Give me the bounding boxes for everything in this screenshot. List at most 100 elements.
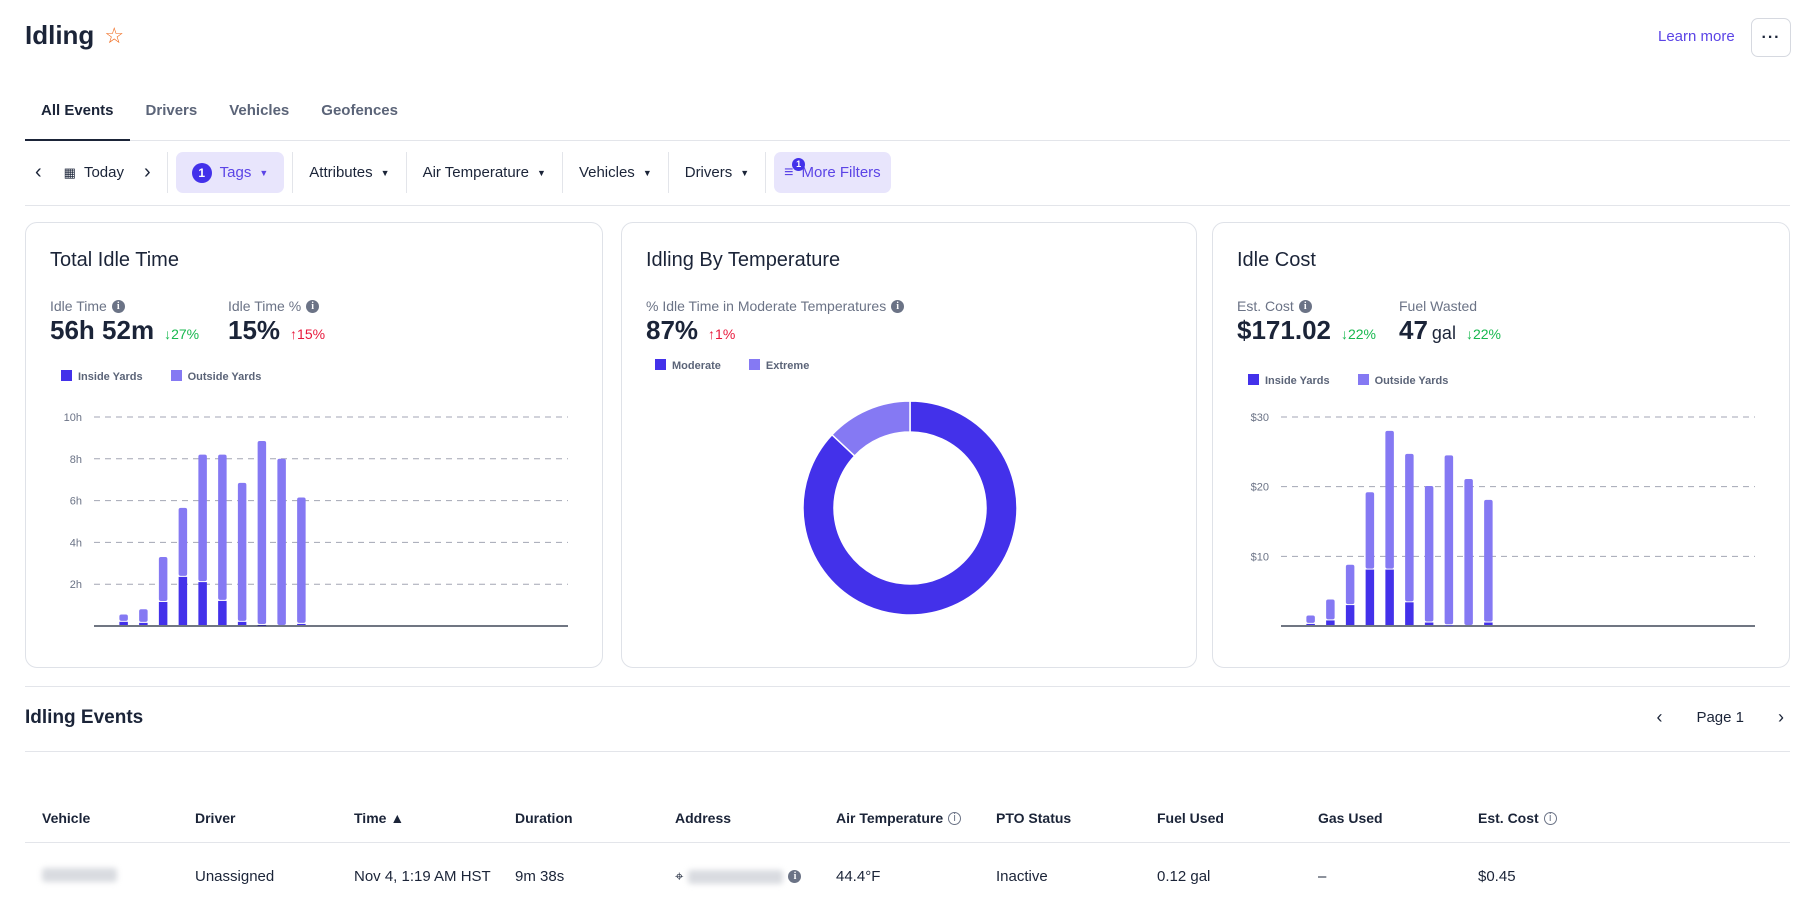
y-tick-label: $30 <box>1251 412 1269 424</box>
card-title: Idling By Temperature <box>646 249 841 271</box>
date-label: Today <box>83 164 124 181</box>
caret-down-icon: ▼ <box>259 167 269 178</box>
prev-page-button[interactable]: ‹ <box>1656 707 1663 727</box>
drivers-filter[interactable]: Drivers ▼ <box>669 152 765 193</box>
divider <box>292 152 294 193</box>
info-icon[interactable]: i <box>306 299 320 313</box>
bar-outside-yards <box>1365 492 1375 569</box>
bar-outside-yards <box>257 441 267 624</box>
date-picker[interactable]: ▦ Today <box>54 152 134 193</box>
tags-count-badge: 1 <box>191 162 212 183</box>
bar-outside-yards <box>277 458 286 625</box>
tab-all-events[interactable]: All Events <box>25 96 130 141</box>
col-pto-status[interactable]: PTO Status <box>996 810 1072 826</box>
pagination: ‹ Page 1 › <box>1650 707 1790 728</box>
more-filters-button[interactable]: ≡ 1 More Filters <box>774 152 891 193</box>
drivers-label: Drivers <box>684 164 733 181</box>
info-icon[interactable]: i <box>948 811 962 825</box>
card-title: Total Idle Time <box>50 249 179 271</box>
bar-inside-yards <box>178 576 188 625</box>
bar-inside-yards <box>1345 605 1355 625</box>
col-driver[interactable]: Driver <box>195 810 236 826</box>
bar-inside-yards <box>139 622 148 625</box>
prev-date-button[interactable]: ‹ <box>35 161 42 183</box>
vehicles-filter[interactable]: Vehicles ▼ <box>563 152 668 193</box>
total-idle-time-card: Total Idle Time Idle Time i 56h 52m ↓27% I… <box>25 222 603 668</box>
col-time[interactable]: Time ▲ <box>354 810 405 826</box>
stat-value: 15% <box>228 315 281 345</box>
col-vehicle[interactable]: Vehicle <box>42 810 91 826</box>
divider <box>561 152 563 193</box>
more-options-button[interactable]: ··· <box>1751 18 1791 57</box>
divider <box>405 152 407 193</box>
bar-outside-yards <box>139 609 148 622</box>
tab-vehicles[interactable]: Vehicles <box>229 102 290 119</box>
star-icon[interactable]: ☆ <box>104 22 125 48</box>
donut-slice-extreme <box>830 400 911 458</box>
info-icon[interactable]: i <box>788 870 802 883</box>
legend-outside-yards[interactable]: Outside Yards <box>1357 374 1448 387</box>
idling-by-temperature-card: Idling By Temperature % Idle Time in Mod… <box>621 222 1197 668</box>
bar-outside-yards <box>1345 564 1355 605</box>
legend-inside-yards[interactable]: Inside Yards <box>61 370 143 383</box>
learn-more-link[interactable]: Learn more <box>1658 28 1735 45</box>
col-gas-used[interactable]: Gas Used <box>1318 810 1383 826</box>
stat-value: 47 <box>1399 315 1428 345</box>
air-temperature-filter[interactable]: Air Temperature ▼ <box>407 152 562 193</box>
info-icon[interactable]: i <box>1298 299 1312 313</box>
tab-bar: All Events Drivers Vehicles Geofences <box>25 96 1790 141</box>
divider <box>765 152 767 193</box>
air-temperature-cell: 44.4°F <box>836 868 881 885</box>
attributes-filter[interactable]: Attributes ▼ <box>293 152 405 193</box>
bar-outside-yards <box>158 557 168 601</box>
stat-label: Idle Time <box>50 298 107 314</box>
bar-inside-yards <box>1365 569 1375 625</box>
change-up: ↑15% <box>290 326 326 342</box>
vehicle-cell[interactable] <box>42 868 117 882</box>
bar-outside-yards <box>178 507 188 576</box>
caret-down-icon: ▼ <box>740 167 750 178</box>
col-fuel-used[interactable]: Fuel Used <box>1157 810 1224 826</box>
tab-geofences[interactable]: Geofences <box>321 102 398 119</box>
col-air-temperature[interactable]: Air Temperature i <box>836 810 962 826</box>
address-cell[interactable]: ⌖ i <box>675 868 802 885</box>
filter-icon: ≡ 1 <box>784 157 806 182</box>
y-tick-label: $20 <box>1251 482 1269 494</box>
legend-extreme[interactable]: Extreme <box>748 359 809 372</box>
caret-down-icon: ▼ <box>537 167 546 178</box>
col-duration[interactable]: Duration <box>515 810 573 826</box>
tab-drivers[interactable]: Drivers <box>145 102 198 119</box>
col-address[interactable]: Address <box>675 810 732 826</box>
calendar-icon: ▦ <box>63 164 76 180</box>
next-date-button[interactable]: › <box>144 161 151 183</box>
temperature-donut-chart <box>802 400 1018 616</box>
idling-events-header: Idling Events ‹ Page 1 › <box>25 686 1790 752</box>
bar-inside-yards <box>297 623 306 625</box>
bar-outside-yards <box>297 497 306 623</box>
legend-inside-yards[interactable]: Inside Yards <box>1248 374 1330 387</box>
divider <box>166 152 168 193</box>
more-filters-label: More Filters <box>801 164 881 181</box>
caret-down-icon: ▼ <box>642 167 652 178</box>
card-title: Idle Cost <box>1237 249 1316 271</box>
section-title: Idling Events <box>25 707 144 728</box>
stat-label: Idle Time % <box>228 298 302 314</box>
table-row[interactable]: Unassigned Nov 4, 1:19 AM HST 9m 38s ⌖ i … <box>25 860 1790 895</box>
bar-inside-yards <box>1484 622 1493 625</box>
col-est-cost[interactable]: Est. Cost i <box>1478 810 1557 826</box>
stat-label: Fuel Wasted <box>1399 298 1478 314</box>
bar-inside-yards <box>1306 623 1315 625</box>
next-page-button[interactable]: › <box>1778 707 1784 727</box>
info-icon[interactable]: i <box>1543 811 1557 825</box>
bar-inside-yards <box>119 621 128 625</box>
info-icon[interactable]: i <box>891 299 905 313</box>
idle-cost-card: Idle Cost Est. Cost i $171.02 ↓22% Fuel Wa… <box>1212 222 1790 668</box>
bar-inside-yards <box>198 582 207 625</box>
redacted-address <box>688 869 784 884</box>
change-down: ↓22% <box>1340 326 1377 342</box>
tags-filter[interactable]: 1 Tags ▼ <box>175 152 285 193</box>
moderate-temp-stat: % Idle Time in Moderate Temperatures i 87… <box>646 298 905 346</box>
legend-outside-yards[interactable]: Outside Yards <box>170 370 261 383</box>
info-icon[interactable]: i <box>111 299 125 313</box>
legend-moderate[interactable]: Moderate <box>655 359 721 372</box>
